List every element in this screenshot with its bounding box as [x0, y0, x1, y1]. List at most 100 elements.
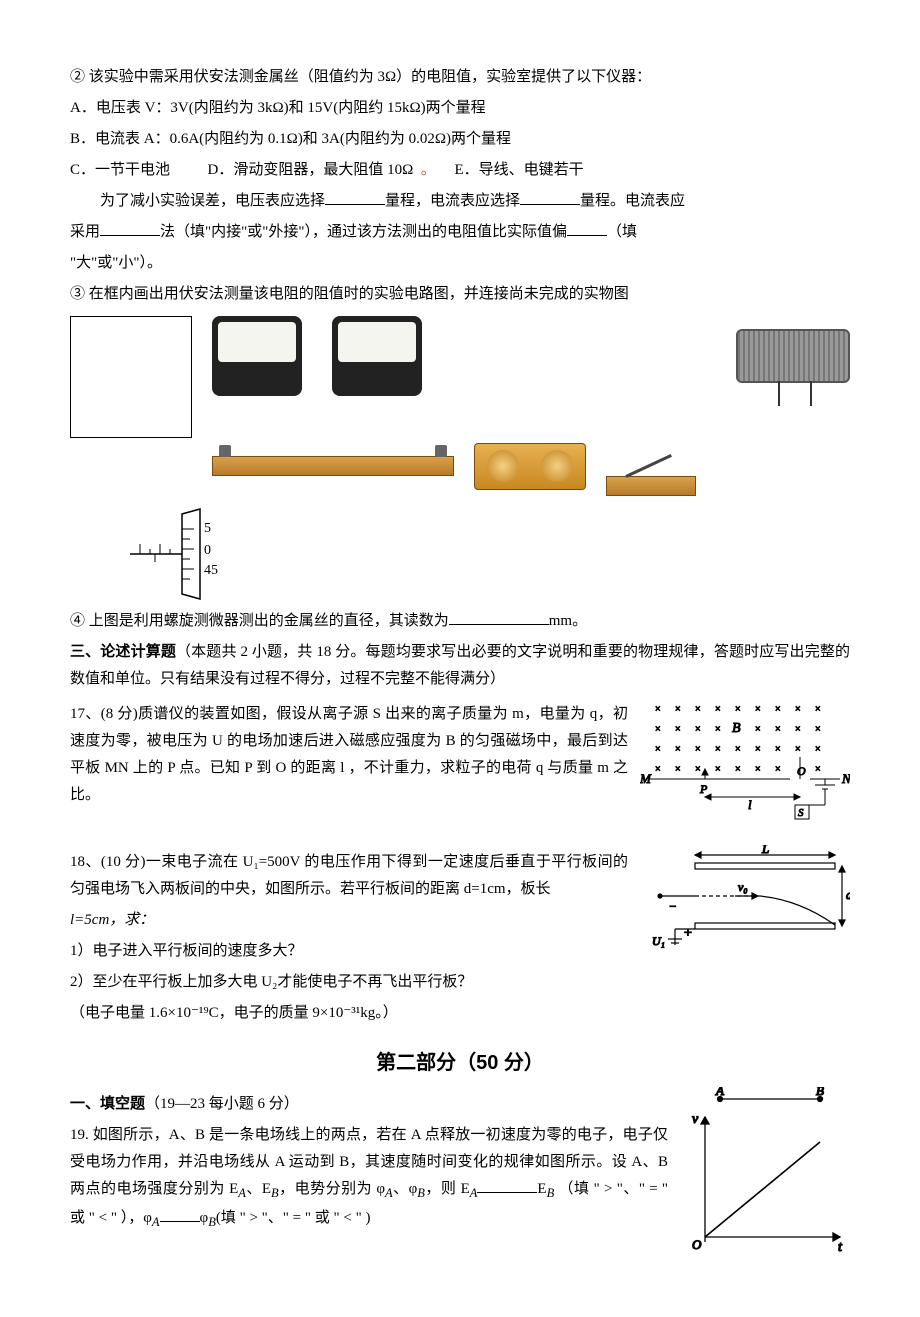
- resistor-wire-icon: [212, 456, 454, 476]
- battery-icon: [474, 443, 586, 490]
- svg-text:×: ×: [655, 744, 661, 755]
- rheostat-icon: [736, 329, 850, 383]
- q16-line4: ④ 上图是利用螺旋测微器测出的金属丝的直径，其读数为mm。: [70, 608, 850, 635]
- q16-prompt-3: "大"或"小"）。: [70, 250, 850, 277]
- blank-voltmeter-range[interactable]: [325, 189, 385, 205]
- svg-text:×: ×: [755, 764, 761, 775]
- blank-ammeter-range[interactable]: [520, 189, 580, 205]
- apparatus-area: [212, 316, 850, 496]
- q19-text: 一、填空题（19—23 每小题 6 分） 19. 如图所示，A、B 是一条电场线…: [70, 1087, 668, 1237]
- svg-text:O: O: [692, 1237, 702, 1252]
- svg-text:l: l: [748, 797, 752, 812]
- svg-text:S: S: [798, 807, 804, 819]
- svg-text:×: ×: [815, 724, 821, 735]
- svg-text:×: ×: [715, 744, 721, 755]
- svg-text:v: v: [692, 1112, 699, 1127]
- svg-text:×: ×: [755, 724, 761, 735]
- svg-text:v₀: v₀: [738, 880, 748, 894]
- svg-text:×: ×: [715, 704, 721, 715]
- svg-text:M: M: [640, 771, 652, 786]
- q17-text: 17、(8 分)质谱仪的装置如图，假设从离子源 S 出来的离子质量为 m，电量为…: [70, 701, 628, 809]
- section1-title: 一、填空题: [70, 1096, 145, 1112]
- micrometer-figure: 5 0 45: [120, 504, 240, 604]
- svg-text:×: ×: [815, 764, 821, 775]
- q19: 一、填空题（19—23 每小题 6 分） 19. 如图所示，A、B 是一条电场线…: [70, 1087, 850, 1257]
- section3-desc: （本题共 2 小题，共 18 分。每题均要求写出必要的文字说明和重要的物理规律，…: [70, 644, 850, 687]
- svg-text:×: ×: [815, 744, 821, 755]
- svg-text:d: d: [846, 887, 850, 902]
- q19-figure: A B v O t: [680, 1087, 850, 1257]
- svg-text:+: +: [684, 926, 692, 941]
- q17-figure: ××××××××× ×××××××× ××××××××× ×××××××× B …: [640, 697, 850, 827]
- svg-text:×: ×: [755, 744, 761, 755]
- svg-text:L: L: [761, 845, 769, 856]
- svg-text:×: ×: [655, 704, 661, 715]
- part2-title: 第二部分（50 分）: [70, 1045, 850, 1081]
- svg-text:P: P: [699, 782, 708, 796]
- blank-EA-EB[interactable]: [477, 1177, 537, 1193]
- svg-text:×: ×: [655, 724, 661, 735]
- q16-opt-e: E．导线、电键若干: [455, 162, 584, 178]
- svg-text:×: ×: [695, 744, 701, 755]
- svg-text:O: O: [797, 764, 806, 778]
- apparatus-row: [70, 316, 850, 496]
- svg-text:×: ×: [675, 724, 681, 735]
- micrometer-row: 5 0 45: [70, 504, 850, 604]
- q18-figure: L d – v₀ U₁ +: [640, 845, 850, 955]
- q18-text: 18、(10 分)一束电子流在 U₁=500V 的电压作用下得到一定速度后垂直于…: [70, 845, 628, 1031]
- q16-opt-b: B．电流表 A：0.6A(内阻约为 0.1Ω)和 3A(内阻约为 0.02Ω)两…: [70, 126, 850, 153]
- circuit-diagram-box[interactable]: [70, 316, 192, 438]
- svg-text:×: ×: [675, 764, 681, 775]
- svg-text:×: ×: [655, 764, 661, 775]
- ammeter-icon: [332, 316, 422, 396]
- svg-text:×: ×: [675, 744, 681, 755]
- section1-desc: （19—23 每小题 6 分）: [145, 1096, 299, 1112]
- svg-text:×: ×: [775, 704, 781, 715]
- switch-icon: [606, 436, 696, 496]
- voltmeter-icon: [212, 316, 302, 396]
- svg-text:×: ×: [695, 764, 701, 775]
- svg-text:×: ×: [795, 724, 801, 735]
- q16-opts-cde: C．一节干电池 D．滑动变阻器，最大阻值 10Ω 。 E．导线、电键若干: [70, 157, 850, 184]
- blank-micrometer-reading[interactable]: [449, 609, 549, 625]
- svg-text:B: B: [816, 1087, 824, 1098]
- svg-text:N: N: [841, 771, 850, 786]
- q18: 18、(10 分)一束电子流在 U₁=500V 的电压作用下得到一定速度后垂直于…: [70, 845, 850, 1031]
- q16-prompt: 为了减小实验误差，电压表应选择量程，电流表应选择量程。电流表应: [70, 188, 850, 215]
- svg-text:×: ×: [675, 704, 681, 715]
- micrometer-mark-5: 5: [204, 521, 211, 536]
- svg-text:×: ×: [775, 744, 781, 755]
- q16-line3: ③ 在框内画出用伏安法测量该电阻的阻值时的实验电路图，并连接尚未完成的实物图: [70, 281, 850, 308]
- q16-prompt-2: 采用法（填"内接"或"外接"），通过该方法测出的电阻值比实际值偏（填: [70, 219, 850, 246]
- svg-text:×: ×: [715, 724, 721, 735]
- blank-connection-method[interactable]: [100, 220, 160, 236]
- q16-opt-a: A．电压表 V：3V(内阻约为 3kΩ)和 15V(内阻约 15kΩ)两个量程: [70, 95, 850, 122]
- q16-line2: ② 该实验中需采用伏安法测金属丝（阻值约为 3Ω）的电阻值，实验室提供了以下仪器…: [70, 64, 850, 91]
- q16-opt-d: D．滑动变阻器，最大阻值 10Ω: [208, 162, 414, 178]
- svg-text:×: ×: [795, 704, 801, 715]
- svg-text:B: B: [732, 721, 741, 736]
- svg-text:×: ×: [715, 764, 721, 775]
- svg-text:×: ×: [795, 744, 801, 755]
- micrometer-mark-0: 0: [204, 543, 211, 558]
- svg-text:×: ×: [755, 704, 761, 715]
- svg-text:×: ×: [815, 704, 821, 715]
- svg-text:×: ×: [775, 724, 781, 735]
- svg-text:–: –: [669, 900, 676, 912]
- svg-text:×: ×: [735, 744, 741, 755]
- svg-text:t: t: [838, 1240, 843, 1255]
- micrometer-mark-45: 45: [204, 563, 218, 578]
- blank-bias[interactable]: [567, 220, 607, 236]
- svg-text:×: ×: [695, 724, 701, 735]
- svg-text:U₁: U₁: [652, 934, 665, 948]
- svg-text:×: ×: [775, 764, 781, 775]
- blank-phiA-phiB[interactable]: [160, 1206, 200, 1222]
- svg-text:×: ×: [735, 764, 741, 775]
- q16-opt-c: C．一节干电池: [70, 162, 170, 178]
- svg-text:×: ×: [695, 704, 701, 715]
- svg-text:A: A: [715, 1087, 724, 1098]
- q17: 17、(8 分)质谱仪的装置如图，假设从离子源 S 出来的离子质量为 m，电量为…: [70, 697, 850, 827]
- section3-header: 三、论述计算题（本题共 2 小题，共 18 分。每题均要求写出必要的文字说明和重…: [70, 639, 850, 693]
- magnetic-field-crosses: × × × × × × × × × × × × × × × × × × × × × × × × × × × × × × × × × ×: [655, 704, 821, 775]
- svg-text:×: ×: [735, 704, 741, 715]
